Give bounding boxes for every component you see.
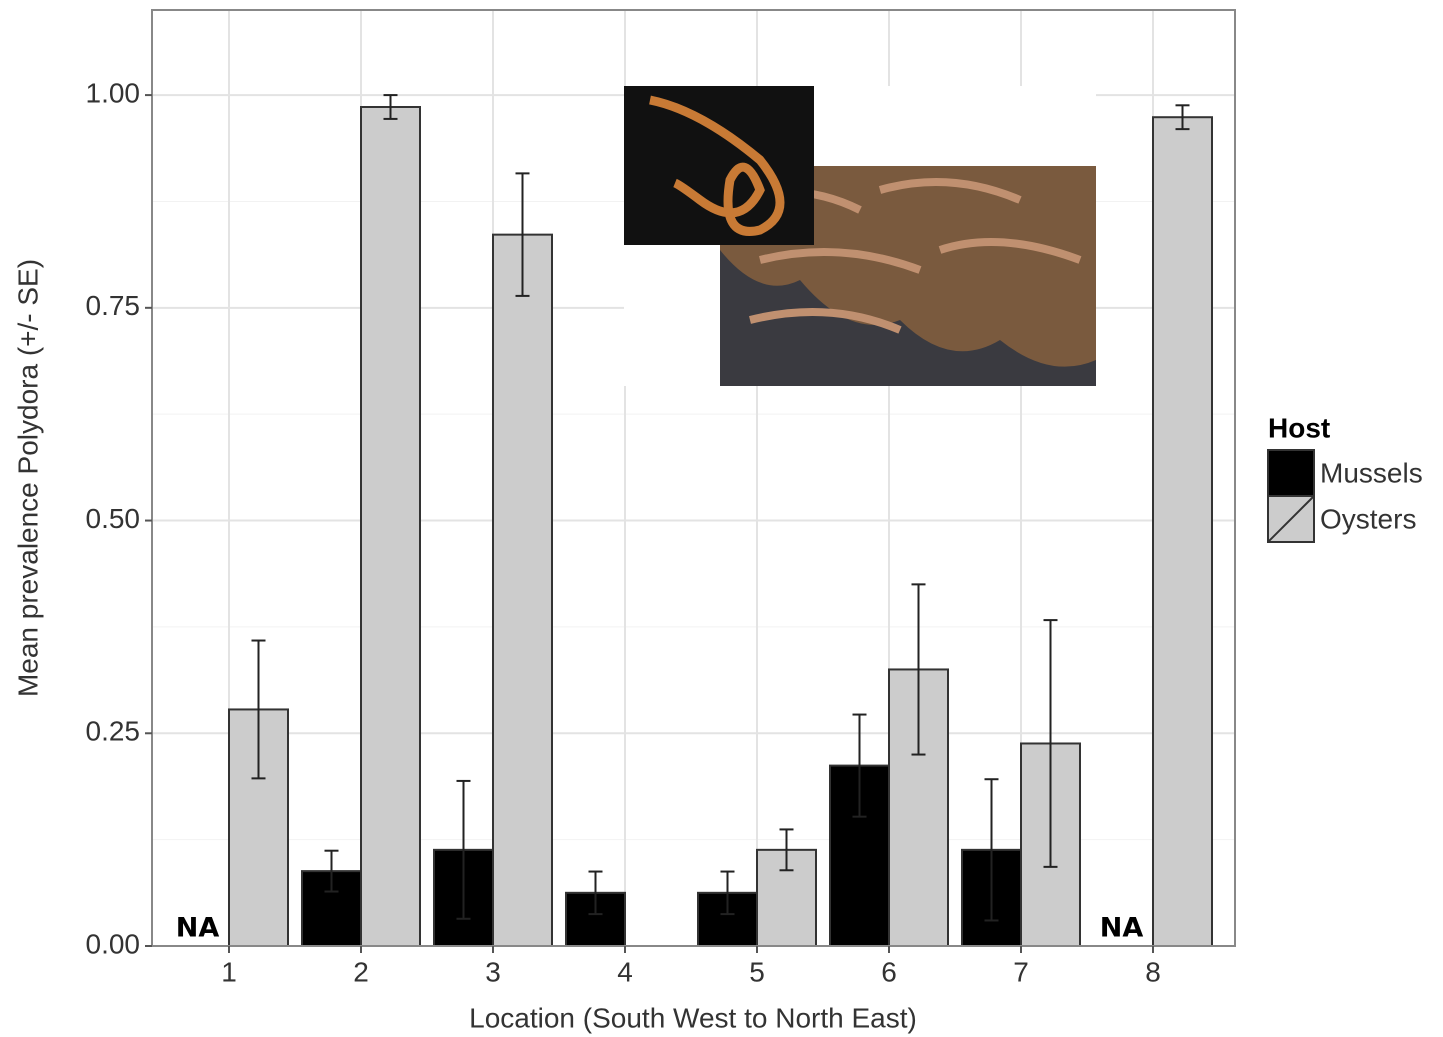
x-tick-label: 8 [1145,956,1161,987]
legend-key-slash [1267,495,1315,543]
oyster-photo-shadow [720,250,1096,386]
bar [1152,116,1213,948]
x-tick-label: 4 [617,956,633,987]
x-tick-label: 1 [221,956,237,987]
legend-title: Host [1268,412,1330,443]
y-tick-label: 0.25 [86,716,141,747]
x-tick-label: 5 [749,956,765,987]
worm-photo [624,86,814,245]
error-bar [1043,619,1058,868]
y-tick-label: 1.00 [86,77,141,108]
error-bar [456,779,471,920]
bars [228,94,1213,948]
legend: Mussels Oysters [1267,449,1423,543]
worm [649,95,785,236]
error-bar [383,94,398,120]
bar [492,233,553,947]
error-bar [515,172,530,297]
error-bar [251,639,266,780]
bar [360,106,421,947]
legend-key [1267,449,1315,497]
y-tick-label: 0.75 [86,290,141,321]
legend-label: Mussels [1320,457,1423,488]
x-axis-title: Location (South West to North East) [469,1002,917,1033]
y-tick-label: 0.00 [86,928,141,959]
y-axis-title: Mean prevalence Polydora (+/- SE) [12,259,43,697]
error-bar [911,583,926,756]
error-bar [779,828,794,872]
error-bar [984,778,999,922]
photos [624,86,1096,386]
x-tick-label: 3 [485,956,501,987]
error-bar [1175,104,1190,131]
legend-label: Oysters [1320,503,1416,534]
x-tick-label: 6 [881,956,897,987]
error-bar [720,870,735,916]
annotation: NA [1100,913,1144,944]
x-tick-label: 2 [353,956,369,987]
error-bar [324,849,339,893]
error-bar [588,870,603,916]
panel-border [151,9,1236,947]
annotation: NA [176,913,220,944]
error-bar [852,713,867,818]
y-tick-label: 0.50 [86,503,141,534]
x-tick-label: 7 [1013,956,1029,987]
